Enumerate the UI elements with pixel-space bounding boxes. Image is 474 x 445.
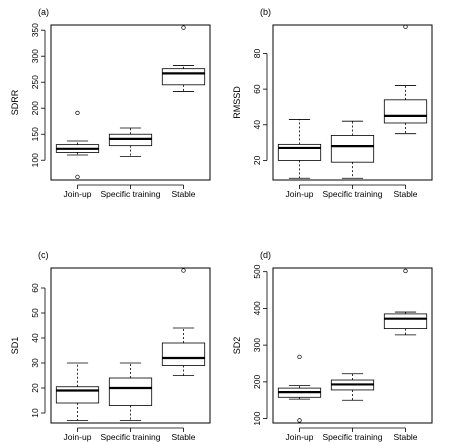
y-tick-label: 200 xyxy=(30,101,40,115)
outlier-point xyxy=(403,24,408,29)
iqr-box xyxy=(330,135,375,163)
outlier-point xyxy=(297,418,302,423)
plot-frame xyxy=(50,267,211,424)
iqr-box xyxy=(55,386,100,404)
x-tick-label: Specific training xyxy=(100,189,160,199)
panel-label: (c) xyxy=(38,250,49,260)
outlier-point xyxy=(75,174,80,180)
iqr-box xyxy=(161,342,206,366)
iqr-box xyxy=(383,313,428,330)
y-tick-label: 30 xyxy=(30,358,40,368)
box-2 xyxy=(383,268,428,336)
x-tick-label: Stable xyxy=(393,432,417,442)
box-2 xyxy=(161,268,206,376)
panel-label: (a) xyxy=(38,7,49,17)
x-tick-label: Specific training xyxy=(100,432,160,442)
box-0 xyxy=(55,362,100,421)
x-tick-label: Stable xyxy=(171,189,195,199)
x-tick-label: Join-up xyxy=(64,432,92,442)
y-axis-label: SDRR xyxy=(10,89,20,115)
iqr-box xyxy=(277,143,322,161)
y-tick-label: 40 xyxy=(252,120,262,130)
y-tick-label: 150 xyxy=(30,127,40,141)
iqr-box xyxy=(383,99,428,124)
panel-3: (d) SD2 100 200 300 400 500 Join-up Specific tra… xyxy=(232,250,433,442)
y-tick-label: 20 xyxy=(252,155,262,165)
y-tick-label: 80 xyxy=(252,49,262,59)
y-tick-label: 400 xyxy=(252,301,262,315)
y-tick-label: 200 xyxy=(252,375,262,389)
y-tick-label: 50 xyxy=(30,308,40,318)
y-tick-label: 300 xyxy=(30,49,40,63)
outlier-point xyxy=(75,110,80,116)
y-axis-label: SD2 xyxy=(232,337,242,355)
y-tick-label: 10 xyxy=(30,408,40,418)
outlier-point xyxy=(181,25,186,30)
x-tick-label: Stable xyxy=(393,189,417,199)
box-1 xyxy=(108,127,153,157)
box-2 xyxy=(161,25,206,92)
plot-frame xyxy=(50,24,211,181)
box-1 xyxy=(330,120,375,179)
y-tick-label: 300 xyxy=(252,338,262,352)
y-tick-label: 20 xyxy=(30,383,40,393)
y-tick-label: 100 xyxy=(252,411,262,425)
x-tick-label: Specific training xyxy=(322,432,382,442)
box-2 xyxy=(383,24,428,135)
y-tick-label: 60 xyxy=(30,283,40,293)
plot-frame xyxy=(272,24,433,181)
x-tick-label: Stable xyxy=(171,432,195,442)
y-tick-label: 40 xyxy=(30,333,40,343)
iqr-box xyxy=(108,377,153,406)
outlier-point xyxy=(297,354,302,360)
panel-label: (d) xyxy=(260,250,271,260)
x-tick-label: Specific training xyxy=(322,189,382,199)
iqr-box xyxy=(161,68,206,86)
box-0 xyxy=(55,110,100,180)
y-axis-label: RMSSD xyxy=(232,86,242,119)
plot-frame xyxy=(272,267,433,424)
y-tick-label: 250 xyxy=(30,75,40,89)
panel-label: (b) xyxy=(260,7,271,17)
panel-2: (c) SD1 10 20 30 40 50 60 Join-up Specific traini… xyxy=(10,250,211,442)
x-tick-label: Join-up xyxy=(286,432,314,442)
box-1 xyxy=(108,362,153,421)
outlier-point xyxy=(181,268,186,273)
outlier-point xyxy=(403,268,408,274)
x-tick-label: Join-up xyxy=(64,189,92,199)
box-0 xyxy=(277,119,322,179)
panel-1: (b) RMSSD 20 40 60 80 Join-up Specific training… xyxy=(232,7,433,199)
y-axis-label: SD1 xyxy=(10,337,20,355)
x-tick-label: Join-up xyxy=(286,189,314,199)
y-tick-label: 60 xyxy=(252,84,262,94)
y-tick-label: 100 xyxy=(30,153,40,167)
box-1 xyxy=(330,373,375,401)
y-tick-label: 350 xyxy=(30,23,40,37)
box-0 xyxy=(277,354,322,423)
panel-0: (a) SDRR 100 150 200 250 300 350 Join-up Specific… xyxy=(10,7,211,199)
y-tick-label: 500 xyxy=(252,264,262,278)
